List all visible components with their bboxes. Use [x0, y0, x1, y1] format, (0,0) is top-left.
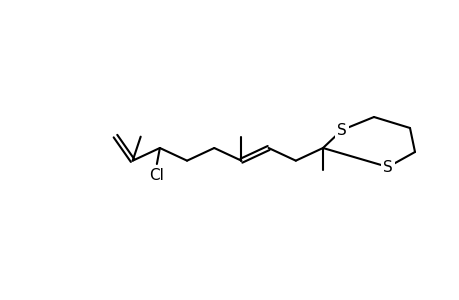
Text: Cl: Cl — [149, 169, 164, 184]
Text: S: S — [382, 160, 392, 175]
Text: S: S — [336, 122, 346, 137]
